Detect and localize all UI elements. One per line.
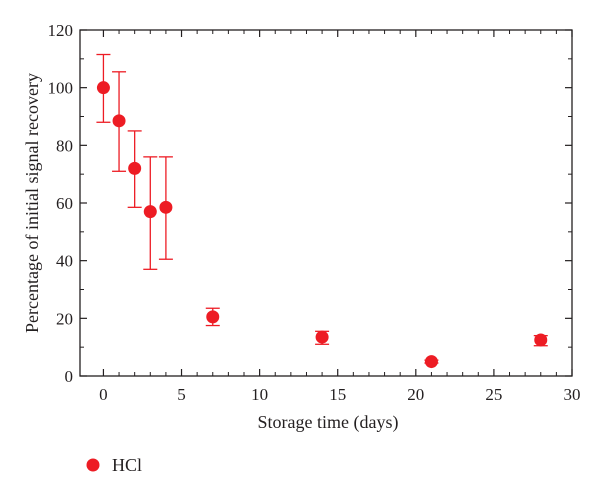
x-tick-label: 15 [329, 385, 346, 404]
data-point [315, 330, 329, 344]
x-tick-label: 0 [99, 385, 108, 404]
x-tick-label: 10 [251, 385, 268, 404]
data-point [534, 333, 548, 347]
data-point [96, 81, 110, 95]
x-tick-label: 25 [485, 385, 502, 404]
y-tick-label: 100 [48, 79, 74, 98]
data-points [96, 81, 548, 369]
data-point [128, 161, 142, 175]
legend-marker-hcl [86, 458, 100, 472]
y-tick-label: 20 [56, 309, 73, 328]
data-point [159, 200, 173, 214]
axes: 0 5 10 15 20 25 30 0 20 40 60 80 100 120 [48, 21, 581, 404]
legend-label-hcl: HCl [112, 455, 142, 475]
x-tick-label: 5 [177, 385, 186, 404]
plot-frame [79, 29, 573, 377]
y-tick-label: 0 [65, 367, 74, 386]
x-tick-label: 20 [407, 385, 424, 404]
y-tick-label: 40 [56, 252, 73, 271]
data-point [112, 114, 126, 128]
x-tick-label: 30 [564, 385, 581, 404]
data-point [143, 205, 157, 219]
x-axis-label: Storage time (days) [258, 412, 399, 433]
legend: HCl [86, 455, 142, 475]
y-tick-label: 120 [48, 21, 74, 40]
data-point [206, 310, 220, 324]
data-point [424, 355, 438, 369]
y-tick-label: 80 [56, 136, 73, 155]
y-axis-label: Percentage of initial signal recovery [22, 73, 42, 333]
y-tick-label: 60 [56, 194, 73, 213]
